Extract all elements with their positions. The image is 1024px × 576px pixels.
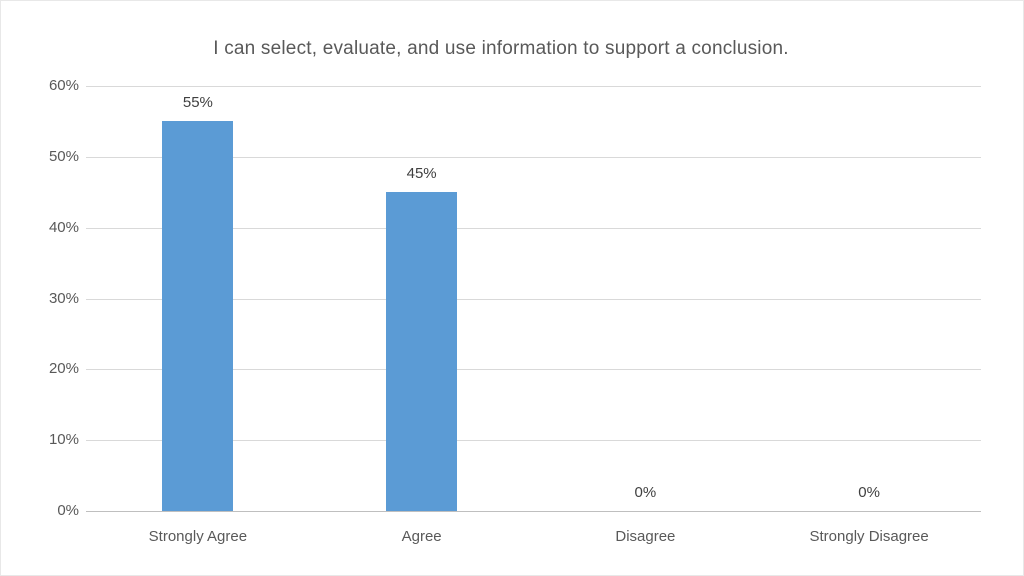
y-tick-label: 60% (48, 77, 79, 94)
y-tick-label: 50% (48, 147, 79, 165)
data-label: 0% (634, 484, 657, 501)
x-tick-label: Disagree (615, 528, 676, 545)
x-tick-label: Strongly Disagree (809, 528, 929, 545)
data-label: 55% (182, 94, 213, 112)
gridline (86, 156, 981, 158)
y-tick-label: 30% (48, 289, 79, 307)
x-tick-label: Agree (401, 528, 442, 545)
y-tick-label: 0% (57, 502, 79, 519)
x-tick-label: Strongly Agree (148, 528, 248, 545)
y-tick-label: 40% (48, 218, 79, 236)
gridline (86, 440, 981, 442)
data-label: 0% (858, 484, 880, 501)
gridline (86, 298, 981, 300)
y-tick-label: 10% (48, 431, 79, 449)
chart-title: I can select, evaluate, and use informat… (213, 38, 789, 59)
bar-agree (386, 192, 458, 511)
data-label: 45% (406, 165, 437, 183)
bar-strongly-agree (162, 121, 234, 511)
x-axis-line (86, 511, 981, 512)
gridline (86, 369, 981, 371)
gridline (86, 227, 981, 229)
y-tick-label: 20% (48, 360, 79, 378)
gridline (86, 86, 981, 87)
